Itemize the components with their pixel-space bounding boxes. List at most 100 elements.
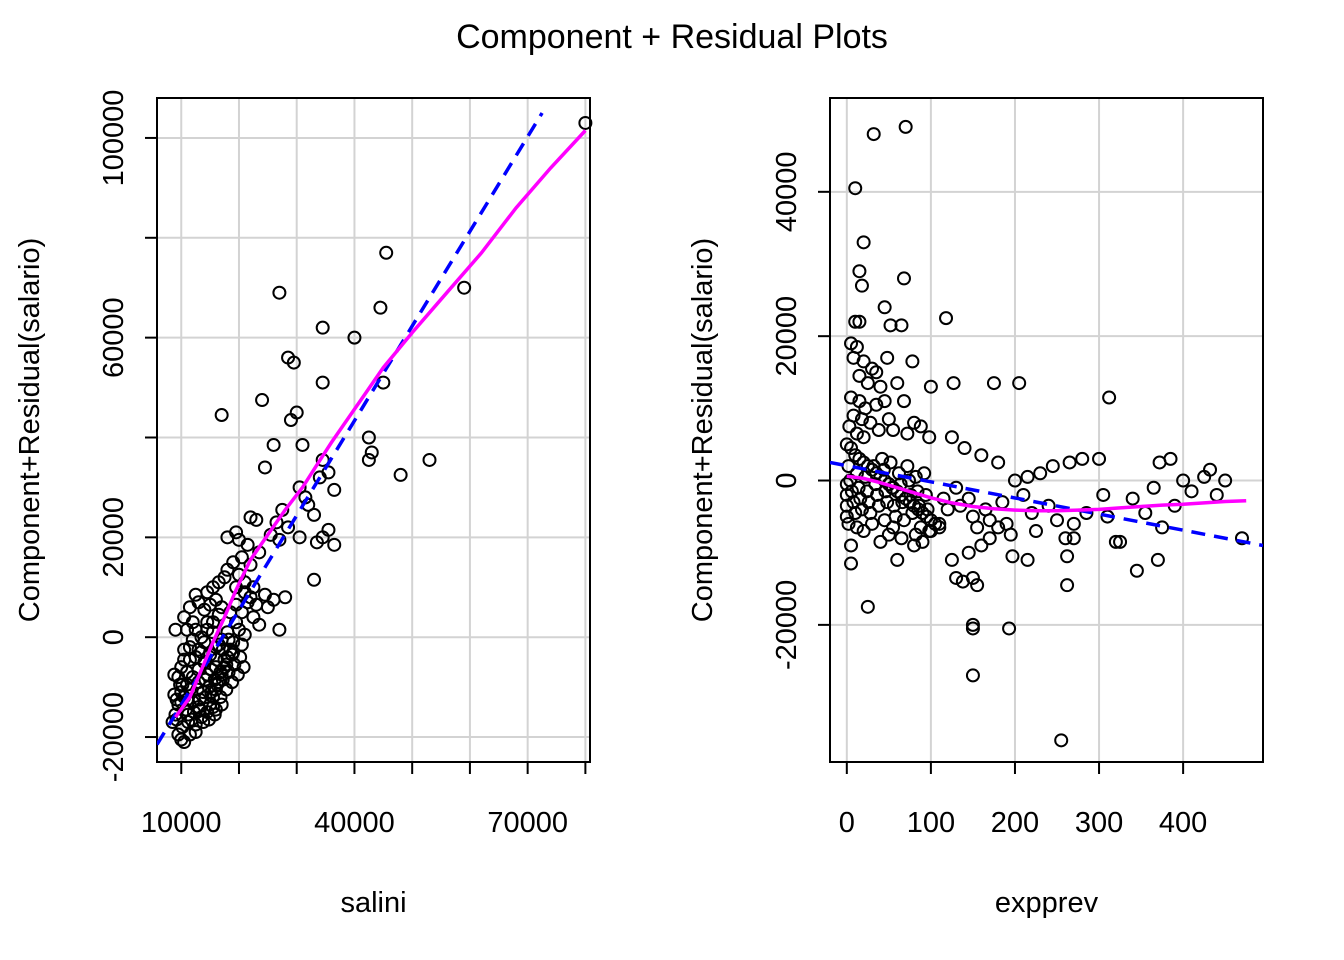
- data-point: [848, 448, 863, 463]
- x-tick-label: 70000: [487, 807, 568, 839]
- x-tick-label: 200: [991, 807, 1039, 839]
- data-point: [854, 278, 869, 293]
- data-point: [1234, 531, 1249, 546]
- data-point: [281, 350, 296, 365]
- data-point: [269, 515, 284, 530]
- data-point: [932, 516, 947, 531]
- linear-fit-line: [830, 460, 1263, 548]
- data-point: [852, 314, 867, 329]
- data-point: [1002, 621, 1017, 636]
- data-point: [860, 376, 875, 391]
- y-tick-label: 40000: [771, 151, 803, 232]
- data-point: [844, 538, 859, 553]
- data-point: [1138, 506, 1153, 520]
- data-point: [347, 330, 362, 345]
- x-tick-label: 10000: [141, 807, 222, 839]
- data-point: [900, 459, 915, 474]
- data-point: [1209, 487, 1224, 502]
- data-point: [220, 625, 235, 640]
- linear-fit-line: [157, 112, 544, 746]
- data-point: [200, 615, 215, 630]
- data-point: [373, 300, 388, 315]
- data-point: [886, 423, 901, 437]
- data-point: [167, 667, 182, 682]
- data-point: [869, 365, 884, 380]
- data-point: [257, 460, 272, 475]
- data-point: [1218, 473, 1233, 488]
- data-point: [852, 451, 867, 466]
- data-point: [895, 495, 910, 510]
- plot-frame: [829, 97, 1264, 763]
- data-point: [188, 587, 203, 602]
- data-point: [849, 520, 864, 535]
- data-point: [182, 600, 197, 615]
- data-point: [965, 617, 980, 632]
- y-tick-label: -20000: [98, 692, 130, 782]
- data-point: [457, 280, 472, 295]
- data-point: [890, 376, 905, 391]
- data-point: [894, 531, 909, 546]
- data-point: [292, 530, 307, 545]
- data-point: [894, 318, 909, 333]
- data-point: [946, 376, 961, 391]
- data-point: [915, 534, 930, 549]
- data-point: [379, 245, 394, 260]
- data-point: [949, 570, 964, 585]
- data-point: [957, 441, 972, 456]
- data-point: [1146, 480, 1161, 495]
- data-point: [886, 520, 901, 535]
- y-tick-label: -20000: [771, 580, 803, 670]
- data-point: [1075, 451, 1090, 466]
- data-point: [896, 513, 911, 528]
- data-point: [307, 572, 322, 587]
- data-point: [841, 516, 856, 531]
- data-point: [848, 314, 863, 329]
- data-point: [920, 502, 935, 517]
- data-point: [844, 556, 859, 571]
- data-point: [982, 513, 997, 528]
- data-point: [880, 495, 895, 510]
- data-point: [210, 652, 225, 667]
- data-point: [237, 627, 252, 642]
- x-tick-label: 0: [839, 807, 855, 839]
- data-point: [309, 535, 324, 550]
- data-point: [364, 445, 379, 460]
- x-axis-label: expprev: [995, 887, 1099, 919]
- data-point: [991, 520, 1006, 535]
- data-point: [1050, 513, 1065, 528]
- data-point: [1113, 534, 1128, 549]
- y-tick-label: 100000: [98, 90, 130, 187]
- data-point: [986, 376, 1001, 391]
- data-point: [1079, 506, 1094, 520]
- data-point: [991, 455, 1006, 470]
- x-tick-label: 300: [1075, 807, 1123, 839]
- data-point: [881, 527, 896, 542]
- data-point: [844, 390, 859, 405]
- data-point: [970, 578, 985, 593]
- data-point: [919, 509, 934, 524]
- data-point: [923, 524, 938, 539]
- data-point: [180, 622, 195, 637]
- data-point: [940, 502, 955, 517]
- data-point: [839, 509, 854, 524]
- data-point: [252, 617, 267, 632]
- data-point: [206, 700, 221, 715]
- data-point: [1012, 376, 1027, 391]
- data-point: [873, 379, 888, 394]
- data-point: [240, 537, 255, 552]
- data-point: [283, 413, 298, 428]
- data-point: [1108, 534, 1123, 549]
- data-point: [839, 437, 854, 452]
- x-tick-label: 100: [907, 807, 955, 839]
- data-point: [214, 697, 229, 712]
- data-point: [842, 419, 857, 434]
- data-point: [898, 119, 913, 134]
- data-point: [327, 482, 342, 497]
- data-point: [955, 574, 970, 589]
- data-point: [865, 516, 880, 531]
- data-point: [905, 354, 920, 369]
- data-point: [191, 642, 206, 657]
- data-point: [255, 393, 270, 408]
- data-point: [848, 181, 863, 196]
- y-tick-label: 0: [98, 629, 130, 645]
